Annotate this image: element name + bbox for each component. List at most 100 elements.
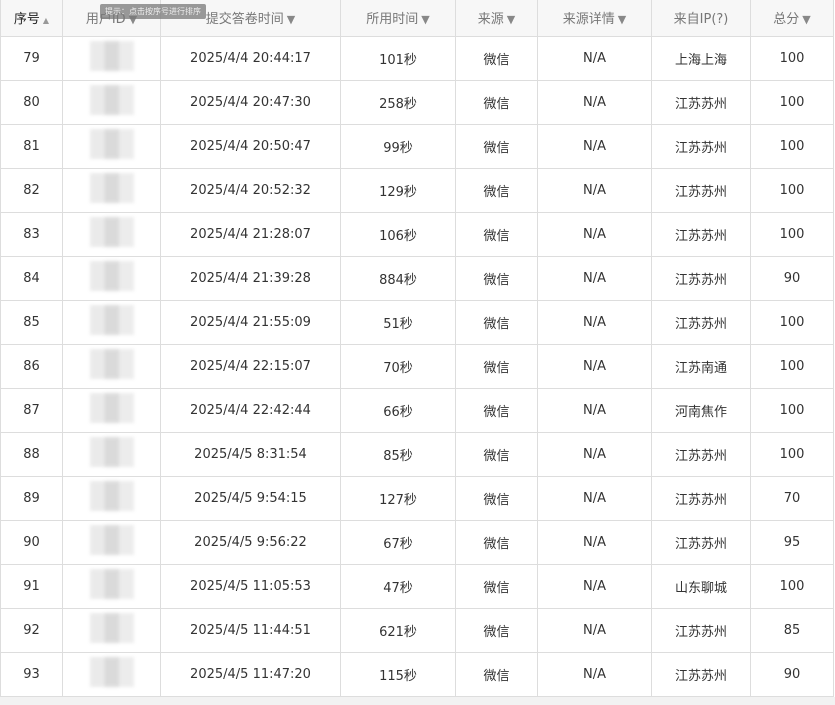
source-detail-cell: N/A [537, 651, 652, 697]
table-row[interactable]: 93 2025/4/5 11:47:20 115秒 微信 N/A 江苏苏州 90 [0, 651, 834, 697]
user-id-cell [62, 387, 161, 433]
ip-location-cell: 江苏苏州 [651, 123, 751, 169]
filter-icon[interactable]: ▼ [506, 13, 516, 27]
filter-icon[interactable]: ▼ [286, 13, 296, 27]
user-id-cell [62, 167, 161, 213]
table-row[interactable]: 92 2025/4/5 11:44:51 621秒 微信 N/A 江苏苏州 85 [0, 607, 834, 653]
total-score-cell: 85 [750, 607, 834, 653]
redacted-user-id [89, 525, 134, 555]
table-row[interactable]: 82 2025/4/4 20:52:32 129秒 微信 N/A 江苏苏州 100 [0, 167, 834, 213]
column-header-label: 来源详情 [562, 12, 615, 28]
user-id-cell [62, 79, 161, 125]
source-detail-cell: N/A [537, 211, 652, 257]
total-score-cell: 100 [750, 299, 834, 345]
table-row[interactable]: 81 2025/4/4 20:50:47 99秒 微信 N/A 江苏苏州 100 [0, 123, 834, 169]
submit-time-cell: 2025/4/4 20:50:47 [160, 123, 341, 169]
user-id-cell [62, 343, 161, 389]
submit-time-cell: 2025/4/4 21:55:09 [160, 299, 341, 345]
column-header[interactable]: 序号 ▲ [0, 0, 63, 37]
table-row[interactable]: 88 2025/4/5 8:31:54 85秒 微信 N/A 江苏苏州 100 [0, 431, 834, 477]
source-cell: 微信 [455, 79, 538, 125]
table-row[interactable]: 84 2025/4/4 21:39:28 884秒 微信 N/A 江苏苏州 90 [0, 255, 834, 301]
total-score-cell: 100 [750, 211, 834, 257]
total-score-cell: 100 [750, 123, 834, 169]
ip-location-cell: 江苏苏州 [651, 651, 751, 697]
submit-time-cell: 2025/4/4 20:44:17 [160, 35, 341, 81]
column-header[interactable]: 来源 ▼ [455, 0, 538, 37]
table-row[interactable]: 79 2025/4/4 20:44:17 101秒 微信 N/A 上海上海 100 [0, 35, 834, 81]
source-cell: 微信 [455, 475, 538, 521]
user-id-cell [62, 123, 161, 169]
row-number-cell: 92 [0, 607, 63, 653]
redacted-user-id [89, 305, 134, 335]
total-score-cell: 90 [750, 255, 834, 301]
source-detail-cell: N/A [537, 431, 652, 477]
sort-asc-icon[interactable]: ▲ [42, 16, 50, 26]
row-number-cell: 93 [0, 651, 63, 697]
source-cell: 微信 [455, 255, 538, 301]
submit-time-cell: 2025/4/5 11:44:51 [160, 607, 341, 653]
row-number-cell: 79 [0, 35, 63, 81]
ip-location-cell: 江苏苏州 [651, 255, 751, 301]
user-id-cell [62, 475, 161, 521]
source-cell: 微信 [455, 35, 538, 81]
table-row[interactable]: 91 2025/4/5 11:05:53 47秒 微信 N/A 山东聊城 100 [0, 563, 834, 609]
duration-cell: 115秒 [340, 651, 456, 697]
duration-cell: 884秒 [340, 255, 456, 301]
horizontal-scrollbar[interactable] [0, 697, 835, 705]
duration-cell: 70秒 [340, 343, 456, 389]
column-header[interactable]: 来自IP(?) [651, 0, 751, 37]
column-header[interactable]: 来源详情 ▼ [537, 0, 652, 37]
table-row[interactable]: 86 2025/4/4 22:15:07 70秒 微信 N/A 江苏南通 100 [0, 343, 834, 389]
sort-tooltip: 提示：点击按序号进行排序 [100, 4, 206, 19]
table-row[interactable]: 80 2025/4/4 20:47:30 258秒 微信 N/A 江苏苏州 100 [0, 79, 834, 125]
source-detail-cell: N/A [537, 167, 652, 213]
total-score-cell: 95 [750, 519, 834, 565]
total-score-cell: 70 [750, 475, 834, 521]
table-row[interactable]: 85 2025/4/4 21:55:09 51秒 微信 N/A 江苏苏州 100 [0, 299, 834, 345]
table-row[interactable]: 89 2025/4/5 9:54:15 127秒 微信 N/A 江苏苏州 70 [0, 475, 834, 521]
total-score-cell: 100 [750, 387, 834, 433]
redacted-user-id [89, 129, 134, 159]
row-number-cell: 80 [0, 79, 63, 125]
source-cell: 微信 [455, 519, 538, 565]
filter-icon[interactable]: ▼ [617, 13, 627, 27]
row-number-cell: 81 [0, 123, 63, 169]
ip-location-cell: 江苏苏州 [651, 475, 751, 521]
submit-time-cell: 2025/4/4 20:47:30 [160, 79, 341, 125]
source-detail-cell: N/A [537, 563, 652, 609]
source-detail-cell: N/A [537, 299, 652, 345]
column-header-label: 来自IP(?) [673, 12, 729, 28]
ip-location-cell: 江苏苏州 [651, 79, 751, 125]
filter-icon[interactable]: ▼ [802, 13, 811, 27]
duration-cell: 258秒 [340, 79, 456, 125]
row-number-cell: 87 [0, 387, 63, 433]
source-cell: 微信 [455, 563, 538, 609]
row-number-cell: 83 [0, 211, 63, 257]
source-detail-cell: N/A [537, 475, 652, 521]
duration-cell: 127秒 [340, 475, 456, 521]
column-header[interactable]: 所用时间 ▼ [340, 0, 456, 37]
total-score-cell: 100 [750, 343, 834, 389]
duration-cell: 85秒 [340, 431, 456, 477]
submit-time-cell: 2025/4/5 11:05:53 [160, 563, 341, 609]
row-number-cell: 85 [0, 299, 63, 345]
table-row[interactable]: 87 2025/4/4 22:42:44 66秒 微信 N/A 河南焦作 100 [0, 387, 834, 433]
filter-icon[interactable]: ▼ [421, 13, 430, 27]
column-header[interactable]: 总分 ▼ [750, 0, 834, 37]
submit-time-cell: 2025/4/5 11:47:20 [160, 651, 341, 697]
row-number-cell: 84 [0, 255, 63, 301]
total-score-cell: 100 [750, 167, 834, 213]
redacted-user-id [89, 173, 134, 203]
duration-cell: 621秒 [340, 607, 456, 653]
filter-icon[interactable]: ▼ [128, 13, 138, 27]
table-row[interactable]: 90 2025/4/5 9:56:22 67秒 微信 N/A 江苏苏州 95 [0, 519, 834, 565]
source-detail-cell: N/A [537, 123, 652, 169]
table-row[interactable]: 83 2025/4/4 21:28:07 106秒 微信 N/A 江苏苏州 100 [0, 211, 834, 257]
redacted-user-id [89, 349, 134, 379]
submit-time-cell: 2025/4/4 22:42:44 [160, 387, 341, 433]
duration-cell: 129秒 [340, 167, 456, 213]
redacted-user-id [89, 41, 134, 71]
submit-time-cell: 2025/4/4 21:39:28 [160, 255, 341, 301]
